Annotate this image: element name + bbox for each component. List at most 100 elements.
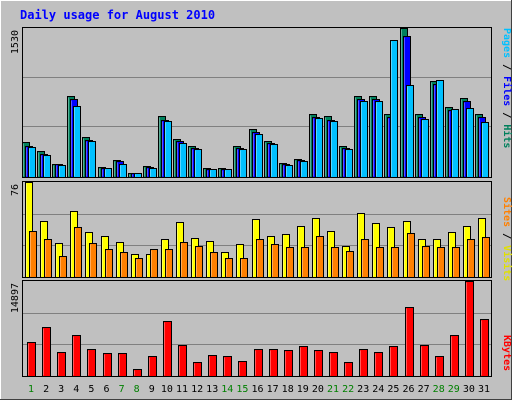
bar-pages-day-2 [43, 155, 51, 178]
bar-sites-day-23 [361, 239, 369, 278]
bar-sites-day-11 [180, 242, 188, 278]
bar-sites-day-16 [256, 239, 264, 278]
chart-title: Daily usage for August 2010 [20, 8, 215, 22]
bar-kbytes-day-10 [163, 321, 172, 377]
bar-pages-day-18 [285, 165, 293, 178]
bar-pages-day-6 [104, 168, 112, 178]
bar-kbytes-day-26 [405, 307, 414, 377]
bar-pages-day-7 [119, 164, 127, 178]
x-label-day-14: 14 [221, 384, 233, 395]
bar-kbytes-day-1 [27, 342, 36, 377]
bar-sites-day-10 [165, 249, 173, 278]
bar-sites-day-8 [135, 258, 143, 278]
legend-sep-3: / [501, 227, 512, 245]
bar-pages-day-28 [436, 80, 444, 178]
bar-sites-day-17 [271, 244, 279, 278]
bar-kbytes-day-9 [148, 356, 157, 377]
x-label-day-8: 8 [134, 384, 140, 395]
x-label-day-24: 24 [372, 384, 384, 395]
bar-sites-day-13 [210, 252, 218, 278]
bar-pages-day-13 [209, 169, 217, 178]
bar-kbytes-day-14 [223, 356, 232, 377]
legend-visits: Visits [501, 245, 512, 281]
bar-sites-day-6 [105, 249, 113, 278]
bar-pages-day-23 [360, 101, 368, 178]
x-label-day-21: 21 [327, 384, 339, 395]
legend-sites: Sites [501, 197, 512, 227]
bar-kbytes-day-25 [389, 346, 398, 377]
bar-kbytes-day-28 [435, 356, 444, 377]
bar-pages-day-1 [28, 147, 36, 178]
bar-kbytes-day-29 [450, 335, 459, 377]
x-label-day-17: 17 [267, 384, 279, 395]
bar-kbytes-day-13 [208, 355, 217, 377]
x-label-day-20: 20 [312, 384, 324, 395]
legend-kbytes: KBytes [501, 335, 512, 371]
x-label-day-16: 16 [251, 384, 263, 395]
bar-kbytes-day-6 [103, 353, 112, 377]
x-label-day-5: 5 [88, 384, 94, 395]
x-label-day-11: 11 [176, 384, 188, 395]
x-label-day-12: 12 [191, 384, 203, 395]
x-label-day-3: 3 [58, 384, 64, 395]
bar-sites-day-1 [29, 231, 37, 278]
bars-layer [22, 28, 490, 377]
legend-sites-visits: Sites / Visits [501, 197, 512, 281]
x-label-day-23: 23 [357, 384, 369, 395]
bar-kbytes-day-16 [254, 349, 263, 377]
bar-sites-day-26 [407, 233, 415, 278]
legend-sep-2: / [501, 106, 512, 124]
bar-sites-day-9 [150, 249, 158, 278]
bar-pages-day-19 [300, 161, 308, 178]
bar-kbytes-day-21 [329, 352, 338, 377]
legend-pages: Pages [501, 28, 512, 58]
bar-pages-day-29 [451, 109, 459, 178]
bar-sites-day-5 [89, 243, 97, 278]
x-label-day-19: 19 [297, 384, 309, 395]
x-label-day-9: 9 [149, 384, 155, 395]
x-label-day-1: 1 [28, 384, 34, 395]
x-label-day-26: 26 [402, 384, 414, 395]
bar-pages-day-5 [88, 141, 96, 178]
x-label-day-7: 7 [119, 384, 125, 395]
bar-kbytes-day-2 [42, 327, 51, 377]
bar-pages-day-4 [73, 106, 81, 178]
bar-pages-day-12 [194, 149, 202, 178]
bar-kbytes-day-31 [480, 319, 489, 377]
bar-pages-day-20 [315, 118, 323, 178]
bar-kbytes-day-3 [57, 352, 66, 377]
x-label-day-31: 31 [478, 384, 490, 395]
bar-pages-day-25 [390, 40, 398, 178]
bar-sites-day-3 [59, 256, 67, 278]
x-label-day-18: 18 [282, 384, 294, 395]
x-label-day-2: 2 [43, 384, 49, 395]
x-label-day-28: 28 [433, 384, 445, 395]
bar-sites-day-24 [376, 247, 384, 278]
bar-pages-day-27 [421, 119, 429, 178]
bar-sites-day-4 [74, 227, 82, 278]
bar-sites-day-21 [331, 247, 339, 278]
bar-kbytes-day-22 [344, 362, 353, 377]
x-label-day-4: 4 [73, 384, 79, 395]
bar-kbytes-day-15 [238, 361, 247, 377]
bar-sites-day-12 [195, 246, 203, 278]
bar-kbytes-day-20 [314, 350, 323, 377]
ymax-label-hits: 1530 [10, 30, 21, 54]
bar-kbytes-day-17 [269, 349, 278, 377]
bar-sites-day-18 [286, 247, 294, 278]
bar-pages-day-22 [345, 149, 353, 178]
bar-sites-day-28 [437, 247, 445, 278]
bar-pages-day-24 [375, 101, 383, 178]
legend-hits-files-pages: Pages / Files / Hits [501, 28, 512, 148]
bar-pages-day-8 [134, 173, 142, 178]
bar-kbytes-day-4 [72, 335, 81, 377]
legend-hits: Hits [501, 124, 512, 148]
bar-sites-day-27 [422, 246, 430, 278]
bar-kbytes-day-5 [87, 349, 96, 377]
bar-kbytes-day-8 [133, 369, 142, 377]
bar-pages-day-30 [466, 108, 474, 178]
x-label-day-27: 27 [418, 384, 430, 395]
bar-kbytes-day-30 [465, 281, 474, 377]
x-label-day-13: 13 [206, 384, 218, 395]
